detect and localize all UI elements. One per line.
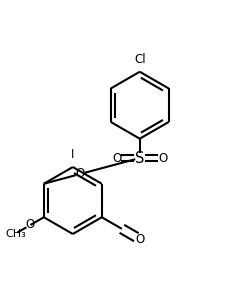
Text: O: O	[158, 151, 167, 164]
Text: CH₃: CH₃	[5, 229, 25, 239]
Text: Cl: Cl	[133, 53, 145, 66]
Text: O: O	[26, 218, 35, 232]
Text: O: O	[75, 167, 84, 181]
Text: O: O	[135, 233, 144, 246]
Text: O: O	[111, 151, 121, 164]
Text: I: I	[71, 148, 74, 161]
Text: S: S	[134, 150, 144, 165]
